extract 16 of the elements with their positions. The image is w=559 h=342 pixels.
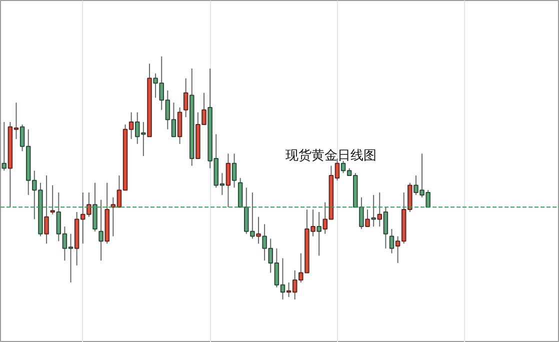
candlestick	[183, 78, 188, 118]
candlestick	[2, 122, 7, 172]
candlestick	[44, 175, 49, 244]
candlestick	[365, 209, 370, 228]
candlestick	[371, 194, 376, 228]
candlestick	[50, 184, 55, 215]
text: 现货黄金日线图	[286, 148, 376, 164]
candlestick	[359, 196, 364, 230]
candlestick	[226, 153, 231, 208]
candlestick	[316, 211, 322, 256]
candlestick	[256, 216, 261, 244]
candlestick	[377, 192, 382, 228]
candlestick	[98, 199, 104, 262]
candlestick	[232, 153, 237, 188]
candlestick	[389, 228, 394, 254]
candlestick	[383, 206, 388, 249]
